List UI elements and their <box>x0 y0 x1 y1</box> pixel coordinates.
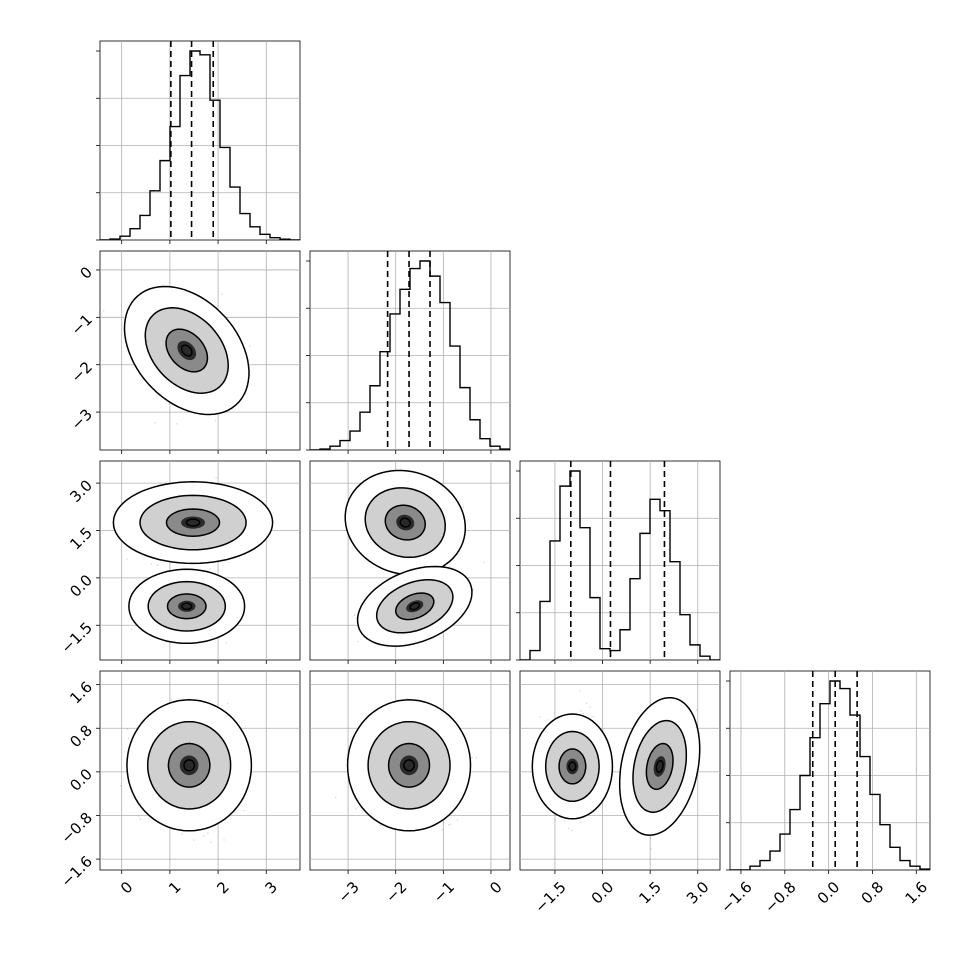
y-tick-label: 3.0 <box>66 476 96 506</box>
scatter-group-2-1 <box>310 461 510 660</box>
contour-0-0 <box>558 748 587 785</box>
contour-0-0 <box>387 742 431 788</box>
contour-0-1 <box>144 307 229 394</box>
x-tick-label: 0.0 <box>588 878 618 908</box>
y-tick-label: 1.5 <box>66 524 96 554</box>
y-tick-label: −3 <box>68 405 96 433</box>
contour-0-0 <box>167 742 211 788</box>
y-tick-label: −0.8 <box>58 809 96 847</box>
y-tick-label: 1.6 <box>66 678 96 708</box>
scatter-group-3-2 <box>520 671 720 870</box>
hist-panel-0 <box>99 40 301 241</box>
contour-0-3 <box>180 344 193 357</box>
contour-1-0 <box>166 593 207 620</box>
x-tick-label: 1 <box>165 878 184 897</box>
contour-0-1 <box>146 720 232 810</box>
contour-1-2 <box>356 565 473 647</box>
x-tick-label: −3 <box>334 878 362 906</box>
contour-0-2 <box>531 713 614 820</box>
scatter-group-3-0 <box>100 671 300 870</box>
x-tick-label: 0.0 <box>814 878 844 908</box>
x-tick-label: −1.6 <box>717 878 755 916</box>
contour-0-2 <box>126 699 253 832</box>
x-tick-label: −0.8 <box>761 878 799 916</box>
contour-1-1 <box>147 580 227 632</box>
contour-1-3 <box>409 602 421 611</box>
y-tick-label: 0 <box>77 263 96 282</box>
contour-1-1 <box>375 579 454 634</box>
contour-1-2 <box>128 568 246 645</box>
scatter-group-3-1 <box>310 671 510 870</box>
contour-1-1 <box>632 719 688 813</box>
scatter-group-2-0 <box>100 461 300 660</box>
contour-0-1 <box>364 487 446 559</box>
x-tick-label: −2 <box>382 878 410 906</box>
x-tick-label: 3 <box>262 878 281 897</box>
histogram-2 <box>520 470 720 660</box>
contour-0-3 <box>568 761 577 772</box>
x-tick-label: −1 <box>430 878 458 906</box>
x-tick-label: 0.8 <box>858 878 888 908</box>
x-tick-label: 0 <box>117 878 136 897</box>
x-tick-label: 2 <box>213 878 232 897</box>
contour-0-2 <box>112 481 274 565</box>
histogram-0 <box>100 50 300 240</box>
density-core-0 <box>181 516 205 529</box>
x-tick-label: 0 <box>486 878 505 897</box>
y-tick-label: 0.0 <box>66 765 96 795</box>
density-core-1 <box>178 600 196 612</box>
density-core-0 <box>399 755 419 776</box>
contour-1-0 <box>394 592 435 621</box>
contour-0-1 <box>544 730 600 803</box>
contour-0-2 <box>346 699 472 832</box>
contour-0-2 <box>123 285 250 416</box>
y-tick-label: −1 <box>68 311 96 339</box>
contour-1-2 <box>618 696 701 836</box>
contour-0-0 <box>165 328 209 373</box>
contour-1-3 <box>181 602 193 611</box>
y-tick-label: −1.6 <box>58 852 96 890</box>
x-tick-label: 1.5 <box>635 878 665 908</box>
scatter-group-1-0 <box>100 251 300 450</box>
density-core-0 <box>396 514 415 531</box>
hist-panel-2 <box>519 460 721 661</box>
y-tick-label: −2 <box>68 358 96 386</box>
y-tick-label: 0.8 <box>66 722 96 752</box>
contour-0-3 <box>183 759 196 772</box>
histogram-1 <box>310 260 510 450</box>
y-tick-label: −1.5 <box>58 619 96 657</box>
contour-0-3 <box>399 517 411 528</box>
density-core-0 <box>179 755 199 776</box>
contour-0-0 <box>384 504 426 541</box>
contour-0-3 <box>185 518 201 527</box>
contour-0-3 <box>403 759 415 772</box>
contour-1-3 <box>655 759 664 773</box>
contour-0-1 <box>139 494 247 551</box>
x-tick-label: −1.5 <box>531 878 569 916</box>
density-core-0 <box>566 758 579 775</box>
contour-0-0 <box>165 508 221 537</box>
x-tick-label: 3.0 <box>683 878 713 908</box>
y-tick-label: 0.0 <box>66 571 96 601</box>
contour-1-0 <box>645 742 674 791</box>
contour-0-1 <box>367 720 451 810</box>
x-tick-label: 1.6 <box>901 878 931 908</box>
